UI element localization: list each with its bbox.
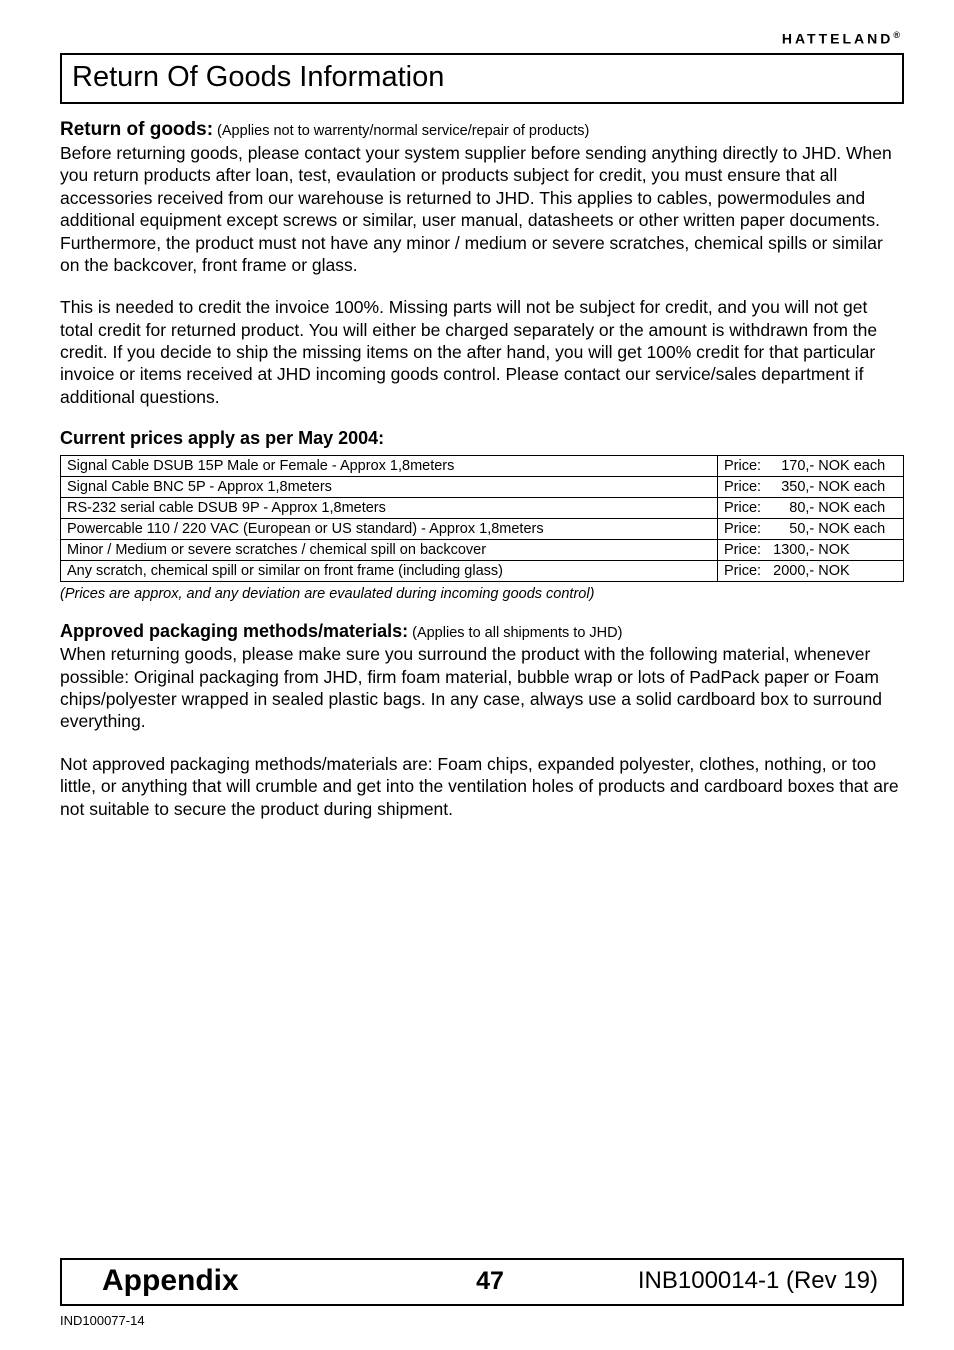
- return-goods-block: Return of goods: (Applies not to warrent…: [60, 118, 904, 277]
- item-cell: Signal Cable DSUB 15P Male or Female - A…: [61, 456, 718, 477]
- title-box: Return Of Goods Information: [60, 53, 904, 104]
- table-row: RS-232 serial cable DSUB 9P - Approx 1,8…: [61, 498, 904, 519]
- brand-name: HATTELAND: [782, 31, 894, 47]
- brand-header: HATTELAND®: [60, 30, 904, 47]
- table-row: Minor / Medium or severe scratches / che…: [61, 540, 904, 561]
- price-cell: Price: 2000,- NOK: [718, 561, 904, 582]
- price-table: Signal Cable DSUB 15P Male or Female - A…: [60, 455, 904, 582]
- price-cell: Price: 1300,- NOK: [718, 540, 904, 561]
- packaging-heading: Approved packaging methods/materials:: [60, 621, 408, 641]
- item-cell: RS-232 serial cable DSUB 9P - Approx 1,8…: [61, 498, 718, 519]
- packaging-para2: Not approved packaging methods/materials…: [60, 753, 904, 820]
- item-cell: Minor / Medium or severe scratches / che…: [61, 540, 718, 561]
- packaging-block: Approved packaging methods/materials: (A…: [60, 620, 904, 733]
- table-row: Signal Cable BNC 5P - Approx 1,8metersPr…: [61, 477, 904, 498]
- return-goods-para1: Before returning goods, please contact y…: [60, 143, 892, 275]
- return-goods-note: (Applies not to warrenty/normal service/…: [213, 123, 589, 139]
- table-row: Powercable 110 / 220 VAC (European or US…: [61, 519, 904, 540]
- prices-footnote: (Prices are approx, and any deviation ar…: [60, 586, 904, 602]
- footer-page: 47: [456, 1267, 524, 1296]
- item-cell: Signal Cable BNC 5P - Approx 1,8meters: [61, 477, 718, 498]
- brand-reg: ®: [893, 30, 900, 40]
- price-cell: Price: 80,- NOK each: [718, 498, 904, 519]
- return-goods-heading: Return of goods:: [60, 119, 213, 140]
- price-cell: Price: 170,- NOK each: [718, 456, 904, 477]
- return-goods-para2: This is needed to credit the invoice 100…: [60, 296, 904, 408]
- table-row: Any scratch, chemical spill or similar o…: [61, 561, 904, 582]
- table-row: Signal Cable DSUB 15P Male or Female - A…: [61, 456, 904, 477]
- prices-heading: Current prices apply as per May 2004:: [60, 428, 904, 449]
- packaging-para1: When returning goods, please make sure y…: [60, 644, 882, 731]
- footer-appendix: Appendix: [72, 1264, 456, 1298]
- footer-docref: INB100014-1 (Rev 19): [524, 1267, 892, 1295]
- packaging-note: (Applies to all shipments to JHD): [408, 625, 622, 641]
- footer-bar: Appendix 47 INB100014-1 (Rev 19): [60, 1258, 904, 1306]
- price-cell: Price: 350,- NOK each: [718, 477, 904, 498]
- footer-ind: IND100077-14: [60, 1313, 145, 1328]
- price-cell: Price: 50,- NOK each: [718, 519, 904, 540]
- page-title: Return Of Goods Information: [72, 61, 892, 94]
- item-cell: Any scratch, chemical spill or similar o…: [61, 561, 718, 582]
- item-cell: Powercable 110 / 220 VAC (European or US…: [61, 519, 718, 540]
